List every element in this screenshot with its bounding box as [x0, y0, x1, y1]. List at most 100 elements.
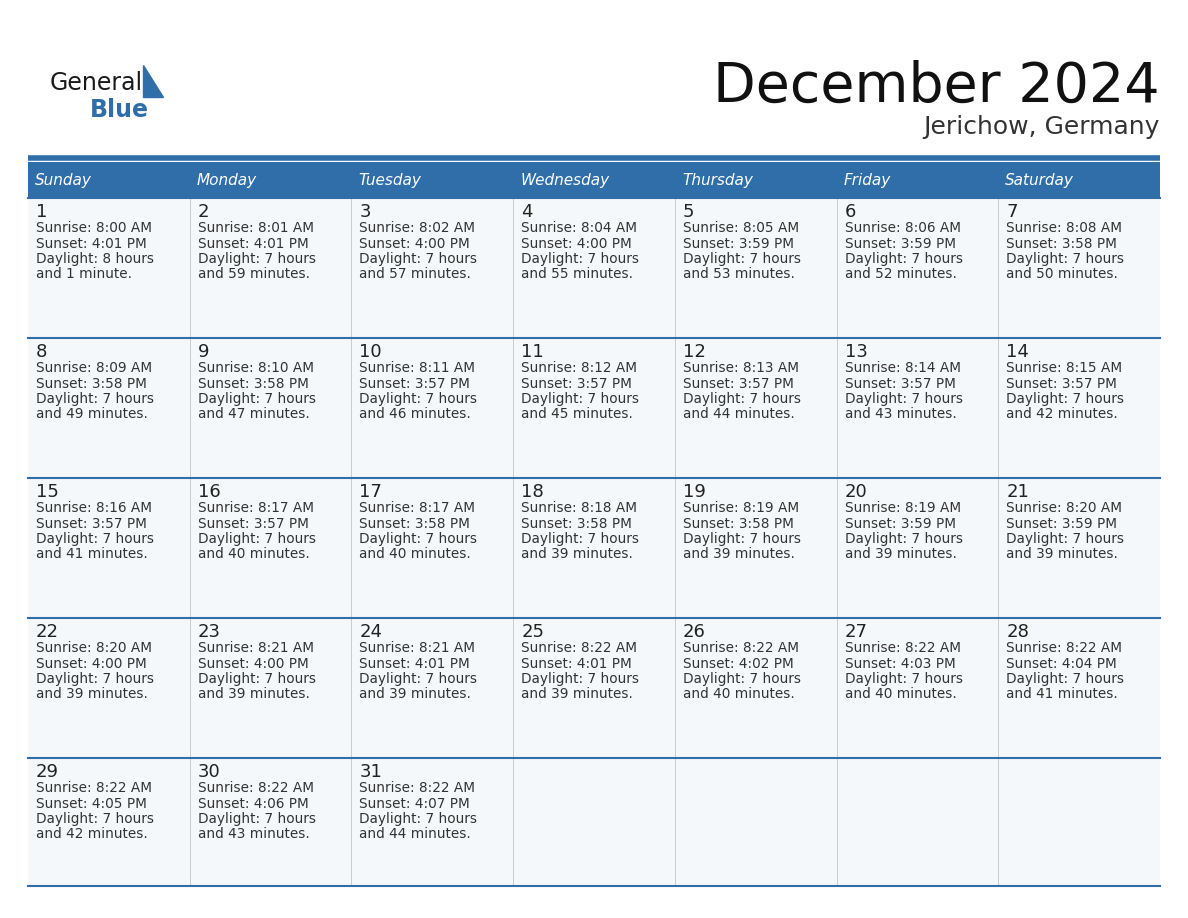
Text: Sunrise: 8:04 AM: Sunrise: 8:04 AM: [522, 221, 637, 235]
Text: Sunrise: 8:17 AM: Sunrise: 8:17 AM: [360, 501, 475, 515]
Text: 17: 17: [360, 483, 383, 501]
Text: Daylight: 7 hours: Daylight: 7 hours: [360, 252, 478, 266]
Text: Daylight: 7 hours: Daylight: 7 hours: [197, 392, 316, 406]
Text: Sunset: 4:00 PM: Sunset: 4:00 PM: [360, 237, 470, 251]
Text: Sunrise: 8:20 AM: Sunrise: 8:20 AM: [36, 641, 152, 655]
Text: and 40 minutes.: and 40 minutes.: [845, 688, 956, 701]
Text: 14: 14: [1006, 343, 1029, 361]
Text: Sunrise: 8:00 AM: Sunrise: 8:00 AM: [36, 221, 152, 235]
Bar: [998, 162, 1159, 198]
Text: Daylight: 7 hours: Daylight: 7 hours: [1006, 532, 1124, 546]
Text: and 41 minutes.: and 41 minutes.: [1006, 688, 1118, 701]
Text: Sunrise: 8:15 AM: Sunrise: 8:15 AM: [1006, 361, 1123, 375]
Text: Sunset: 4:04 PM: Sunset: 4:04 PM: [1006, 656, 1117, 670]
Text: and 39 minutes.: and 39 minutes.: [683, 547, 795, 562]
Text: Daylight: 7 hours: Daylight: 7 hours: [360, 672, 478, 686]
Text: 13: 13: [845, 343, 867, 361]
Text: Sunset: 3:59 PM: Sunset: 3:59 PM: [683, 237, 794, 251]
Text: and 39 minutes.: and 39 minutes.: [36, 688, 147, 701]
Text: Sunset: 3:59 PM: Sunset: 3:59 PM: [1006, 517, 1117, 531]
Text: Sunrise: 8:09 AM: Sunrise: 8:09 AM: [36, 361, 152, 375]
Text: and 44 minutes.: and 44 minutes.: [683, 408, 795, 421]
Text: Sunset: 3:58 PM: Sunset: 3:58 PM: [197, 376, 309, 390]
Text: Daylight: 7 hours: Daylight: 7 hours: [522, 672, 639, 686]
Polygon shape: [143, 65, 163, 97]
Text: Sunset: 3:58 PM: Sunset: 3:58 PM: [522, 517, 632, 531]
Text: Friday: Friday: [843, 173, 891, 187]
Text: Monday: Monday: [197, 173, 257, 187]
Text: Sunset: 4:00 PM: Sunset: 4:00 PM: [197, 656, 309, 670]
Text: Sunrise: 8:18 AM: Sunrise: 8:18 AM: [522, 501, 637, 515]
Text: Daylight: 7 hours: Daylight: 7 hours: [36, 812, 154, 826]
Text: Sunrise: 8:08 AM: Sunrise: 8:08 AM: [1006, 221, 1123, 235]
Text: and 41 minutes.: and 41 minutes.: [36, 547, 147, 562]
Bar: [513, 162, 675, 198]
Text: Daylight: 7 hours: Daylight: 7 hours: [522, 392, 639, 406]
Text: and 39 minutes.: and 39 minutes.: [522, 547, 633, 562]
Text: Sunset: 3:59 PM: Sunset: 3:59 PM: [845, 237, 955, 251]
Text: Sunrise: 8:02 AM: Sunrise: 8:02 AM: [360, 221, 475, 235]
Bar: [190, 162, 352, 198]
Text: Sunset: 4:01 PM: Sunset: 4:01 PM: [36, 237, 147, 251]
Text: 12: 12: [683, 343, 706, 361]
Text: and 59 minutes.: and 59 minutes.: [197, 267, 310, 282]
Text: Sunset: 3:58 PM: Sunset: 3:58 PM: [1006, 237, 1117, 251]
Text: 2: 2: [197, 203, 209, 221]
Text: Sunrise: 8:10 AM: Sunrise: 8:10 AM: [197, 361, 314, 375]
Text: Sunrise: 8:22 AM: Sunrise: 8:22 AM: [522, 641, 637, 655]
Text: Wednesday: Wednesday: [520, 173, 609, 187]
Text: 5: 5: [683, 203, 694, 221]
Text: Sunrise: 8:22 AM: Sunrise: 8:22 AM: [197, 781, 314, 795]
Text: Sunrise: 8:22 AM: Sunrise: 8:22 AM: [1006, 641, 1123, 655]
Text: and 39 minutes.: and 39 minutes.: [522, 688, 633, 701]
Text: Sunrise: 8:20 AM: Sunrise: 8:20 AM: [1006, 501, 1123, 515]
Text: Daylight: 7 hours: Daylight: 7 hours: [845, 672, 962, 686]
Text: 25: 25: [522, 623, 544, 641]
Text: Sunset: 4:00 PM: Sunset: 4:00 PM: [522, 237, 632, 251]
Text: Daylight: 7 hours: Daylight: 7 hours: [360, 532, 478, 546]
Text: and 52 minutes.: and 52 minutes.: [845, 267, 956, 282]
Text: and 57 minutes.: and 57 minutes.: [360, 267, 472, 282]
Text: and 46 minutes.: and 46 minutes.: [360, 408, 472, 421]
Text: 16: 16: [197, 483, 221, 501]
Text: Sunset: 4:02 PM: Sunset: 4:02 PM: [683, 656, 794, 670]
Text: Sunset: 3:57 PM: Sunset: 3:57 PM: [845, 376, 955, 390]
Text: Sunrise: 8:11 AM: Sunrise: 8:11 AM: [360, 361, 475, 375]
Text: Daylight: 7 hours: Daylight: 7 hours: [360, 392, 478, 406]
Text: and 40 minutes.: and 40 minutes.: [360, 547, 472, 562]
Text: and 49 minutes.: and 49 minutes.: [36, 408, 147, 421]
Text: Sunrise: 8:22 AM: Sunrise: 8:22 AM: [845, 641, 961, 655]
Text: and 44 minutes.: and 44 minutes.: [360, 827, 472, 842]
Text: General: General: [50, 71, 143, 95]
Text: Sunset: 3:58 PM: Sunset: 3:58 PM: [36, 376, 147, 390]
Text: Daylight: 7 hours: Daylight: 7 hours: [1006, 672, 1124, 686]
Text: Sunrise: 8:22 AM: Sunrise: 8:22 AM: [360, 781, 475, 795]
Text: 8: 8: [36, 343, 48, 361]
Text: and 40 minutes.: and 40 minutes.: [683, 688, 795, 701]
Text: and 42 minutes.: and 42 minutes.: [36, 827, 147, 842]
Text: Daylight: 7 hours: Daylight: 7 hours: [197, 672, 316, 686]
Text: Sunrise: 8:01 AM: Sunrise: 8:01 AM: [197, 221, 314, 235]
Text: Saturday: Saturday: [1005, 173, 1074, 187]
Text: Daylight: 7 hours: Daylight: 7 hours: [36, 392, 154, 406]
Text: Sunset: 4:07 PM: Sunset: 4:07 PM: [360, 797, 470, 811]
Text: Daylight: 7 hours: Daylight: 7 hours: [522, 532, 639, 546]
Text: and 50 minutes.: and 50 minutes.: [1006, 267, 1118, 282]
Text: Sunset: 4:06 PM: Sunset: 4:06 PM: [197, 797, 309, 811]
Text: 7: 7: [1006, 203, 1018, 221]
Text: 3: 3: [360, 203, 371, 221]
Text: and 39 minutes.: and 39 minutes.: [845, 547, 956, 562]
Text: Sunrise: 8:19 AM: Sunrise: 8:19 AM: [845, 501, 961, 515]
Text: Daylight: 7 hours: Daylight: 7 hours: [522, 252, 639, 266]
Text: Sunset: 4:01 PM: Sunset: 4:01 PM: [360, 656, 470, 670]
Text: Sunset: 3:57 PM: Sunset: 3:57 PM: [1006, 376, 1117, 390]
Text: 30: 30: [197, 763, 221, 781]
Text: Sunrise: 8:13 AM: Sunrise: 8:13 AM: [683, 361, 798, 375]
Text: and 43 minutes.: and 43 minutes.: [197, 827, 309, 842]
Text: Sunset: 3:57 PM: Sunset: 3:57 PM: [197, 517, 309, 531]
Text: 27: 27: [845, 623, 867, 641]
Text: Sunset: 3:57 PM: Sunset: 3:57 PM: [522, 376, 632, 390]
Text: and 47 minutes.: and 47 minutes.: [197, 408, 309, 421]
Text: 31: 31: [360, 763, 383, 781]
Text: Sunrise: 8:12 AM: Sunrise: 8:12 AM: [522, 361, 637, 375]
